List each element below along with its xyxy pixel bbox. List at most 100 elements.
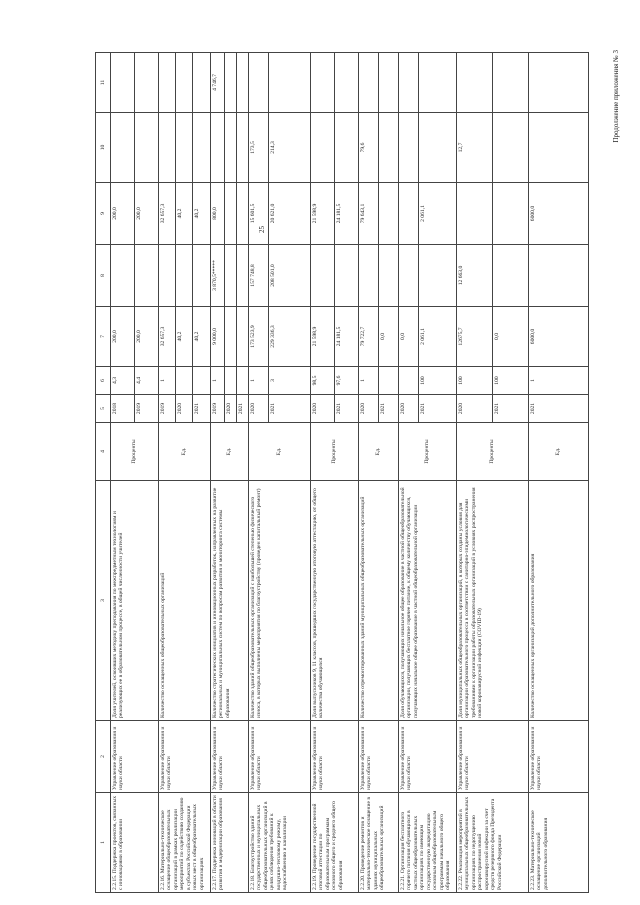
value-cell: 1 xyxy=(358,366,379,395)
value-cell: 0,0 xyxy=(378,306,399,367)
value-cell xyxy=(358,244,379,307)
value-cell xyxy=(158,244,176,307)
value-cell xyxy=(310,112,335,183)
value-cell: 79 643,1 xyxy=(358,182,379,245)
year-row: 2.2.18. Благоустройство зданий государст… xyxy=(248,52,311,893)
indicator-cell: Количество оснащенных общеобразовательны… xyxy=(158,480,211,721)
value-cell xyxy=(492,182,529,245)
value-cell: 24 181,5 xyxy=(334,306,359,367)
value-cell xyxy=(334,112,359,183)
value-cell: 173 523,9 xyxy=(248,306,269,367)
year-cell: 2020 xyxy=(310,394,335,423)
year-cell: 2021 xyxy=(268,394,311,423)
measure-cell: 2.2.15. Поддержка проектов, связанных с … xyxy=(110,792,159,893)
value-cell xyxy=(210,112,225,183)
value-cell xyxy=(224,306,237,367)
indicator-cell: Доля обучающихся, получающих начальное о… xyxy=(398,480,457,721)
value-cell xyxy=(456,182,493,245)
measure-cell: 2.2.16. Материально-техническое оснащени… xyxy=(158,792,211,893)
column-number: 9 xyxy=(95,182,111,245)
value-cell: 1 xyxy=(248,366,269,395)
value-cell: 3 870,5***** xyxy=(210,244,225,307)
value-cell: 4,4 xyxy=(134,366,159,395)
indicator-cell: Доля учителей, освоивших методику препод… xyxy=(110,480,159,721)
program-table: 1 2 3 4 5 6 7 8 9 10 11 2.2.15. Поддержка проектов,… xyxy=(95,52,589,893)
unit-cell: Проценты xyxy=(110,422,159,481)
value-cell xyxy=(528,244,589,307)
year-row: 2.2.22. Реализация мероприятий в муницип… xyxy=(456,52,529,893)
year-row: 2.2.20. Проведение ремонтов и материальн… xyxy=(358,52,399,893)
value-cell xyxy=(192,112,211,183)
value-cell xyxy=(134,52,159,113)
column-number: 2 xyxy=(95,720,111,793)
unit-cell: Проценты xyxy=(398,422,457,481)
measure-cell: 2.2.23. Материально-техническое оснащени… xyxy=(528,792,589,893)
executor-cell: Управление образования и науки области xyxy=(210,720,249,793)
value-cell: 40,2 xyxy=(175,182,193,245)
value-cell xyxy=(192,366,211,395)
value-cell xyxy=(224,366,237,395)
measure-cell: 2.2.20. Проведение ремонтов и материальн… xyxy=(358,792,399,893)
unit-cell: Ед. xyxy=(158,422,211,481)
indicator-cell: Количество отремонтированных зданий муни… xyxy=(358,480,399,721)
value-cell xyxy=(528,52,589,113)
column-number: 4 xyxy=(95,422,111,481)
value-cell xyxy=(418,52,457,113)
measure-cell: 2.2.19. Проведение государственной итого… xyxy=(310,792,359,893)
value-cell xyxy=(224,182,237,245)
value-cell xyxy=(334,244,359,307)
value-cell xyxy=(158,112,176,183)
value-cell xyxy=(418,244,457,307)
value-cell xyxy=(528,112,589,183)
value-cell: 12 663,0 xyxy=(456,244,493,307)
unit-cell: Проценты xyxy=(456,422,529,481)
value-cell: 173,5 xyxy=(248,112,269,183)
value-cell: 2 061,1 xyxy=(418,306,457,367)
year-cell: 2020 xyxy=(456,394,493,423)
measure-cell: 2.2.22. Реализация мероприятий в муницип… xyxy=(456,792,529,893)
column-number: 11 xyxy=(95,52,111,113)
column-number: 6 xyxy=(95,366,111,395)
value-cell: 40,2 xyxy=(192,306,211,367)
measure-cell: 2.2.17. Поддержка инноваций в области ра… xyxy=(210,792,249,893)
value-cell: 200,0 xyxy=(110,306,135,367)
value-cell xyxy=(378,52,399,113)
value-cell: 97,6 xyxy=(334,366,359,395)
measure-cell: 2.2.18. Благоустройство зданий государст… xyxy=(248,792,311,893)
value-cell: 200,0 xyxy=(110,182,135,245)
value-cell xyxy=(398,244,419,307)
indicator-cell: Доля муниципальных общеобразовательных о… xyxy=(456,480,529,721)
value-cell: 0,0 xyxy=(398,306,419,367)
appendix-continuation: Продолжение приложения № 3 xyxy=(612,50,620,143)
value-cell xyxy=(334,52,359,113)
value-cell: 6000,0 xyxy=(528,306,589,367)
indicator-cell: Количество оснащенных организаций дополн… xyxy=(528,480,589,721)
value-cell xyxy=(398,52,419,113)
value-cell xyxy=(418,112,457,183)
value-cell xyxy=(236,366,249,395)
value-cell xyxy=(158,52,176,113)
value-cell xyxy=(134,244,159,307)
value-cell: 100 xyxy=(456,366,493,395)
year-cell: 2020 xyxy=(248,394,269,423)
year-cell: 2019 xyxy=(210,394,225,423)
value-cell: 79,6 xyxy=(358,112,379,183)
year-row: 2.2.16. Материально-техническое оснащени… xyxy=(158,52,211,893)
measure-cell: 2.2.21. Организация бесплатного горячего… xyxy=(398,792,457,893)
value-cell xyxy=(236,182,249,245)
value-cell xyxy=(268,52,311,113)
year-cell: 2021 xyxy=(236,394,249,423)
value-cell xyxy=(110,244,135,307)
year-row: 2.2.23. Материально-техническое оснащени… xyxy=(528,52,589,893)
year-cell: 2021 xyxy=(192,394,211,423)
value-cell: 1 xyxy=(528,366,589,395)
value-cell xyxy=(378,244,399,307)
value-cell: 21 598,9 xyxy=(310,182,335,245)
value-cell: 24 181,5 xyxy=(334,182,359,245)
unit-cell: Ед. xyxy=(248,422,311,481)
year-cell: 2021 xyxy=(378,394,399,423)
indicator-cell: Количество стратегических инициатив и ин… xyxy=(210,480,249,721)
value-cell: 3 xyxy=(268,366,311,395)
value-cell: 32 657,3 xyxy=(158,182,176,245)
